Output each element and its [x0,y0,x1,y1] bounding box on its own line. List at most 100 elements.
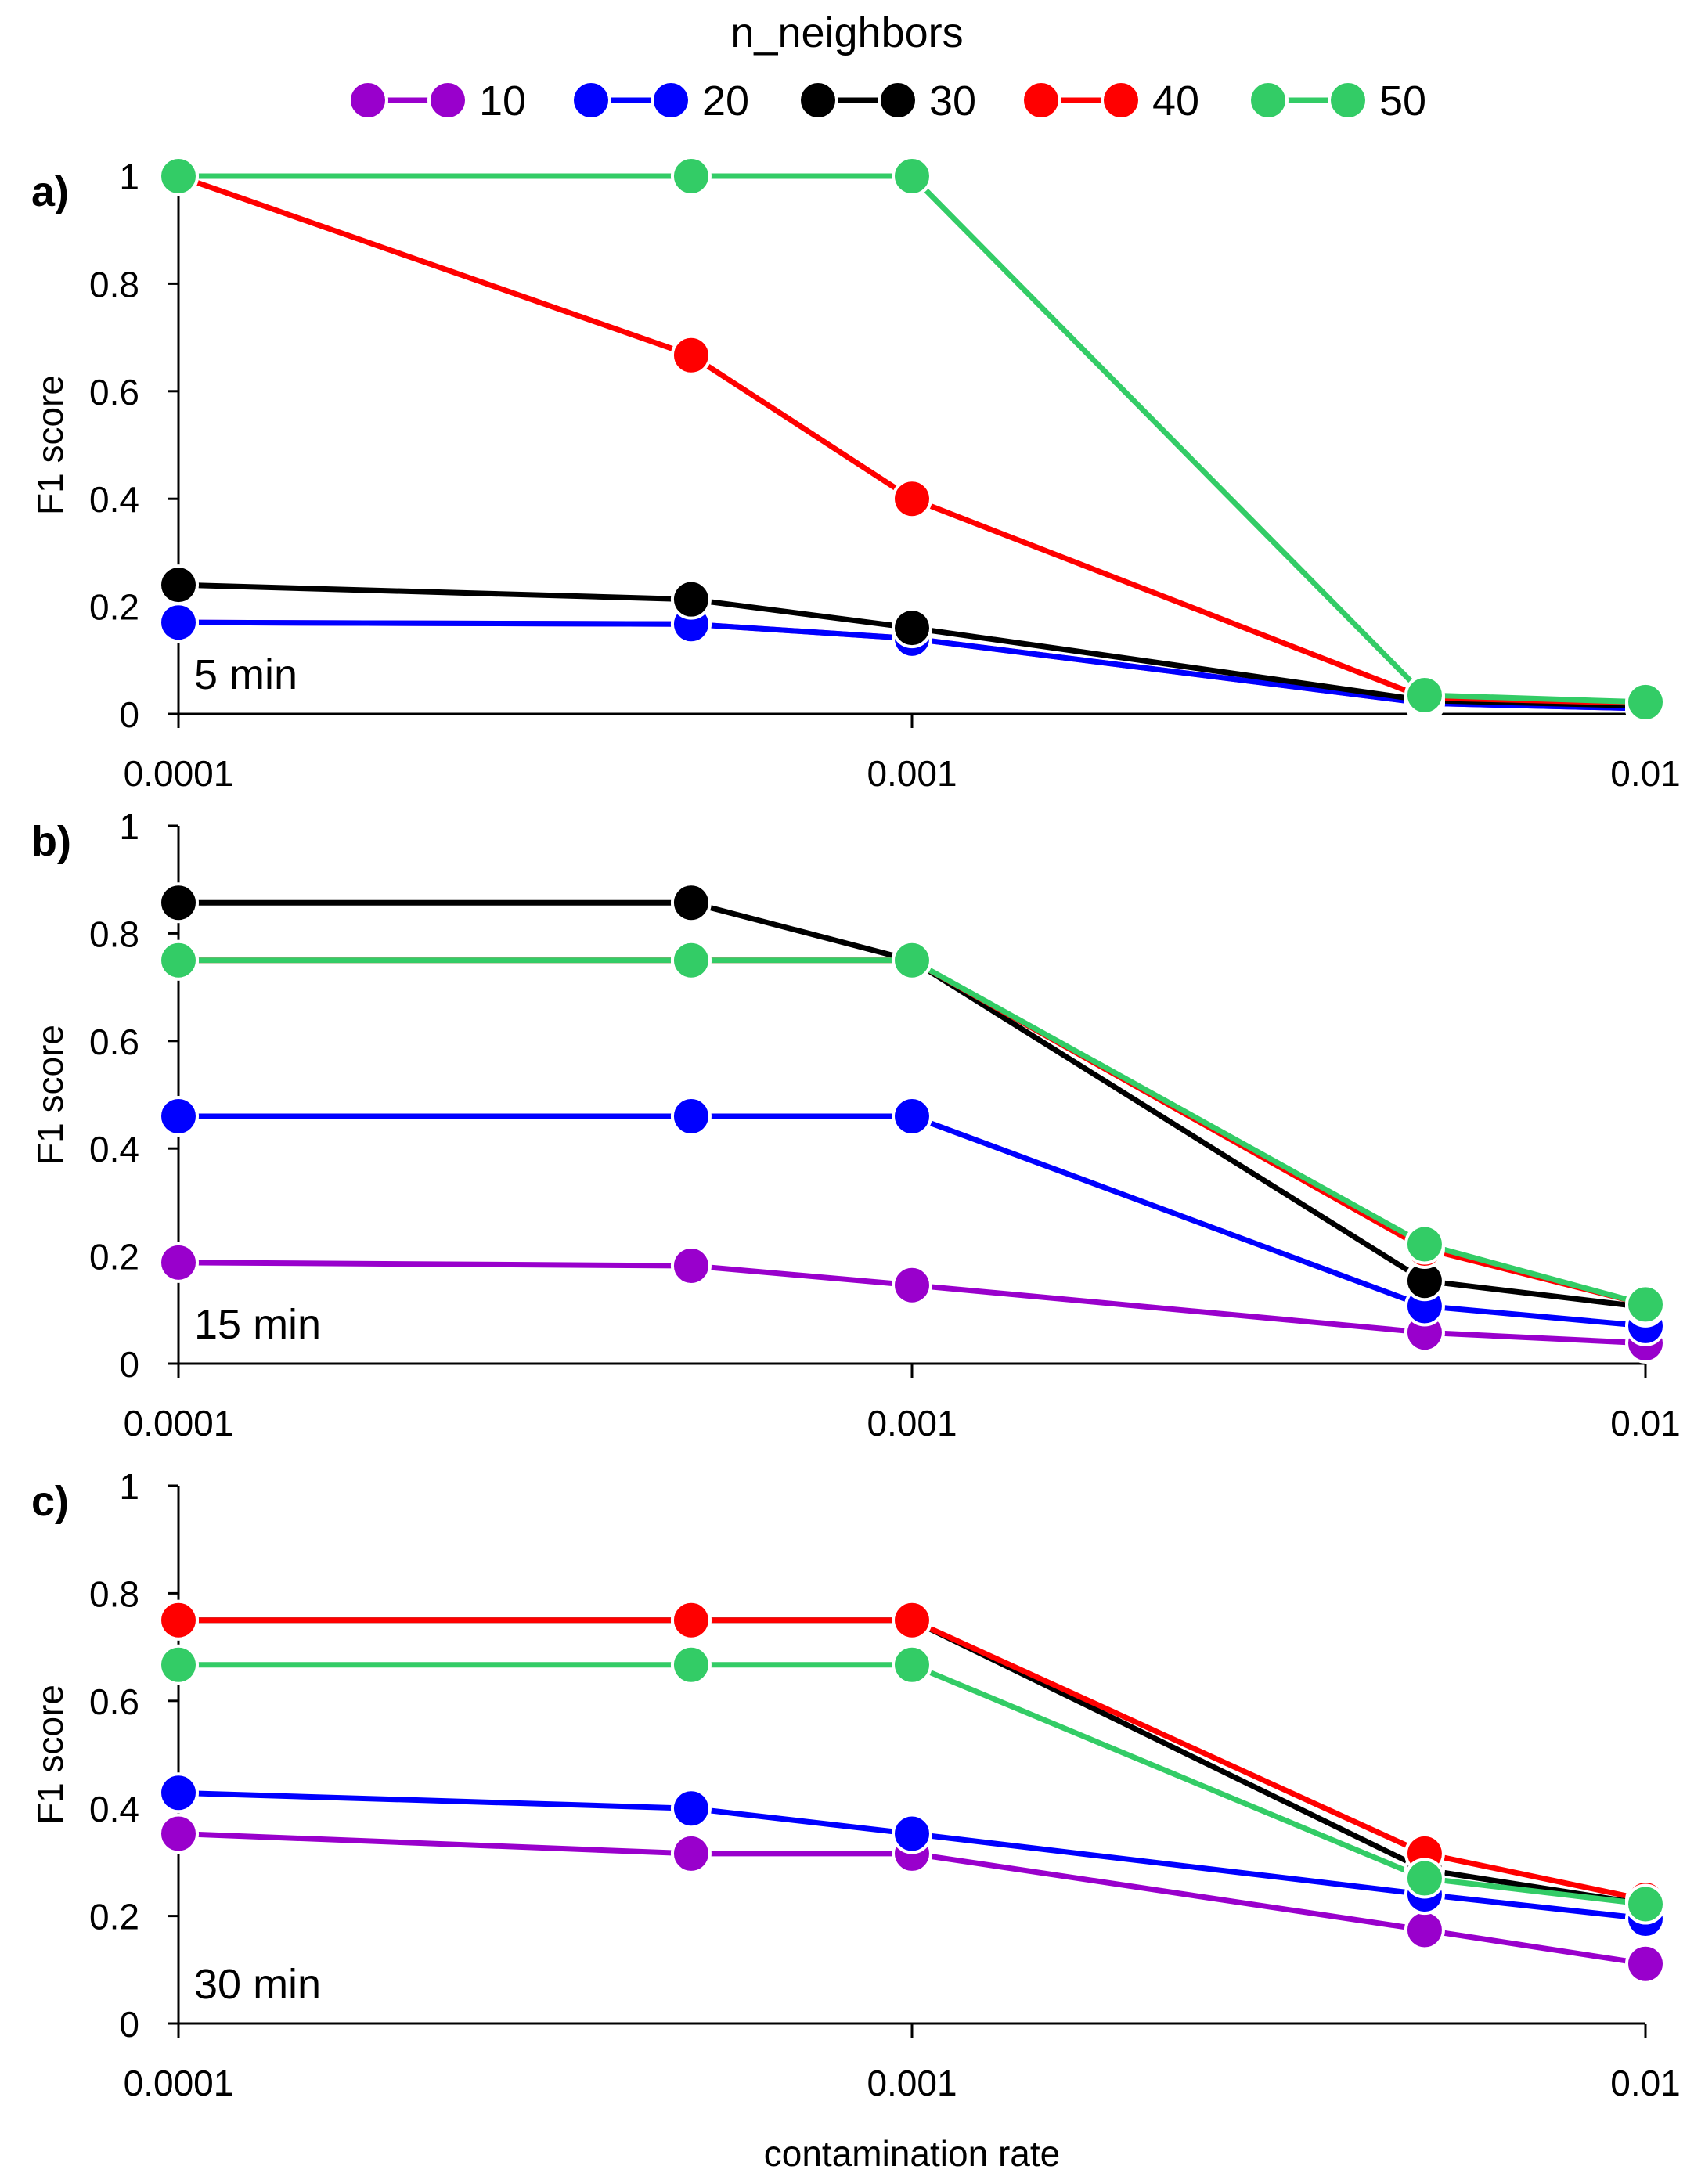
data-point-20 [158,602,199,643]
data-point-20 [158,1772,199,1814]
data-point-50 [1625,1284,1666,1325]
data-point-50 [670,156,712,196]
data-point-20 [892,1813,932,1854]
y-tick-label: 0 [119,2004,139,2045]
y-tick-label: 0.2 [89,587,139,628]
y-tick-label: 1 [119,806,139,847]
data-point-50 [670,939,712,981]
legend-marker [1021,80,1061,121]
x-tick-label: 0.0001 [124,2063,234,2103]
y-tick-label: 0.2 [89,1897,139,1937]
x-tick-label: 0.001 [867,1403,957,1443]
data-point-10 [1625,1943,1666,1984]
y-tick-label: 0.2 [89,1237,139,1278]
x-tick-label: 0.01 [1610,753,1681,794]
panel-label: b) [31,818,71,865]
x-tick-label: 0.001 [867,2063,957,2103]
legend-label: 10 [479,77,526,124]
data-point-50 [1404,674,1445,715]
panel-label: a) [31,168,69,215]
y-tick-label: 0.6 [89,1681,139,1722]
y-tick-label: 0.8 [89,914,139,954]
panel-0: 0 0.2 0.4 0.6 0.8 1 0.0001 0.001 0.01 F1 score a) 5… [30,156,1681,794]
data-point-20 [670,1095,712,1137]
data-point-50 [158,1644,199,1685]
data-point-30 [158,882,199,924]
data-point-50 [670,1644,712,1685]
legend-entry-40: 40 [1021,77,1199,124]
legend-label: 50 [1379,77,1426,124]
data-point-50 [1625,1883,1666,1925]
legend-marker [348,80,388,121]
y-tick-label: 0.4 [89,1789,139,1829]
y-tick-label: 1 [119,1466,139,1507]
legend-marker [1328,80,1368,121]
x-tick-label: 0.0001 [124,753,234,794]
y-tick-label: 0.8 [89,1573,139,1614]
y-tick-label: 0 [119,694,139,735]
data-point-10 [1404,1909,1445,1951]
x-tick-label: 0.01 [1610,1403,1681,1443]
data-point-50 [892,1644,932,1685]
data-point-10 [158,1813,199,1854]
legend-marker [798,80,838,121]
y-tick-label: 0.4 [89,479,139,520]
legend-entry-10: 10 [348,77,526,124]
data-point-10 [670,1245,712,1286]
x-tick-label: 0.0001 [124,1403,234,1443]
legend-entry-30: 30 [798,77,976,124]
data-point-40 [892,478,932,520]
data-point-50 [1404,1858,1445,1899]
x-tick-label: 0.01 [1610,2063,1681,2103]
legend-entry-50: 50 [1248,77,1426,124]
legend: n_neighbors 10 20 30 40 50 [348,9,1426,124]
y-axis-label: F1 score [30,1685,70,1825]
data-point-30 [670,882,712,924]
data-point-50 [892,939,932,981]
y-tick-label: 0.6 [89,372,139,413]
y-tick-label: 1 [119,157,139,197]
data-point-30 [670,578,712,620]
legend-marker [651,80,691,121]
panel-annotation: 30 min [194,1961,321,2008]
legend-marker [1248,80,1289,121]
panels: 0 0.2 0.4 0.6 0.8 1 0.0001 0.001 0.01 F1 score a) 5… [30,156,1681,2174]
data-point-50 [1625,681,1666,723]
data-point-10 [892,1264,932,1306]
data-point-10 [670,1833,712,1874]
data-point-40 [158,1599,199,1641]
legend-marker [571,80,611,121]
data-point-50 [158,939,199,981]
data-point-30 [158,564,199,606]
legend-title: n_neighbors [730,9,963,56]
data-point-20 [158,1095,199,1137]
legend-marker [1101,80,1141,121]
data-point-50 [1404,1224,1445,1265]
x-axis-label: contamination rate [764,2133,1060,2174]
y-tick-label: 0.6 [89,1022,139,1062]
y-tick-label: 0 [119,1344,139,1385]
legend-label: 20 [702,77,749,124]
data-point-40 [892,1599,932,1641]
panel-label: c) [31,1478,69,1525]
legend-marker [878,80,918,121]
legend-marker [427,80,468,121]
data-point-50 [158,156,199,196]
legend-label: 40 [1152,77,1199,124]
y-axis-label: F1 score [30,1025,70,1165]
legend-label: 30 [929,77,976,124]
panel-annotation: 15 min [194,1301,321,1348]
panel-2: 0 0.2 0.4 0.6 0.8 1 0.0001 0.001 0.01 F1 score c) 3… [30,1466,1681,2174]
legend-entries: 10 20 30 40 50 [348,77,1426,124]
data-point-50 [892,156,932,196]
panel-1: 0 0.2 0.4 0.6 0.8 1 0.0001 0.001 0.01 F1 score b) 1… [30,806,1681,1443]
data-point-20 [892,1095,932,1137]
y-axis-label: F1 score [30,375,70,515]
y-tick-label: 0.8 [89,264,139,305]
legend-entry-20: 20 [571,77,749,124]
y-tick-label: 0.4 [89,1129,139,1169]
x-tick-label: 0.001 [867,753,957,794]
panel-annotation: 5 min [194,651,297,698]
data-point-30 [892,607,932,649]
